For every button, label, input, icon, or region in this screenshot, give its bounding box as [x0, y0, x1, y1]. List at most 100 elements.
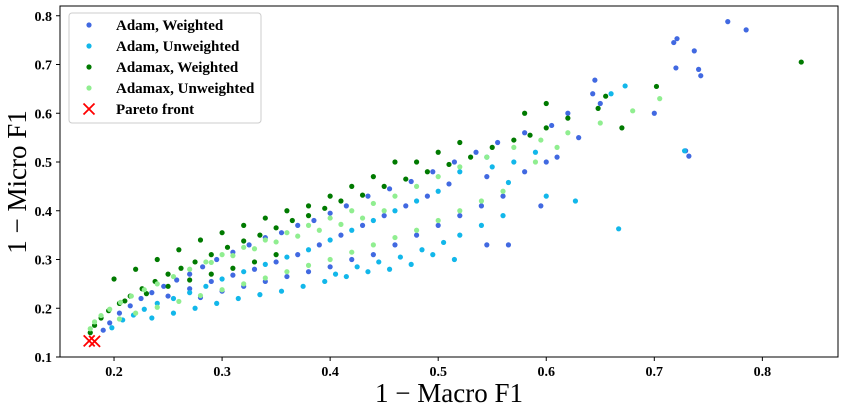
data-point: [178, 265, 184, 271]
data-point: [165, 271, 171, 277]
data-point: [273, 259, 279, 265]
data-point: [197, 237, 204, 243]
data-point: [262, 261, 268, 267]
data-point: [208, 278, 214, 285]
data-point: [187, 277, 193, 283]
data-point: [435, 188, 441, 194]
data-point: [284, 269, 290, 275]
data-point: [349, 249, 355, 255]
data-point: [554, 154, 560, 160]
data-point: [370, 217, 376, 224]
data-point: [505, 242, 512, 248]
data-point: [327, 215, 333, 221]
legend-marker: [82, 102, 96, 116]
data-point: [451, 159, 458, 165]
data-point: [192, 305, 198, 311]
data-point: [511, 159, 517, 165]
data-point: [203, 283, 209, 289]
data-point: [419, 247, 425, 253]
data-point: [116, 310, 123, 316]
data-point: [386, 266, 393, 272]
data-point: [651, 110, 657, 116]
data-point: [590, 91, 596, 97]
data-point: [241, 269, 247, 275]
data-point: [203, 259, 209, 265]
data-point: [311, 217, 317, 224]
data-point: [603, 93, 609, 99]
data-point: [343, 273, 349, 280]
data-point: [219, 287, 225, 293]
x-axis-label: 1 − Macro F1: [375, 378, 523, 408]
data-point: [257, 292, 263, 298]
data-point: [376, 259, 382, 265]
data-point: [305, 247, 312, 253]
data-point: [133, 266, 139, 272]
data-point: [241, 222, 247, 228]
data-point: [489, 164, 495, 170]
data-point: [262, 215, 268, 221]
data-point: [549, 122, 555, 129]
data-point: [543, 193, 549, 199]
y-tick-label: 0.2: [35, 302, 53, 317]
data-point: [187, 266, 193, 272]
data-point: [473, 149, 479, 155]
legend-marker: [86, 64, 92, 70]
data-point: [107, 306, 113, 312]
data-point: [370, 242, 376, 248]
data-point: [451, 256, 458, 263]
data-point: [197, 292, 204, 299]
data-point: [543, 100, 549, 107]
data-point: [505, 179, 512, 186]
legend: Adam, Weighted Adam, Unweighted Adamax, We…: [68, 12, 262, 124]
data-point: [538, 203, 544, 209]
data-point: [91, 319, 98, 325]
data-point: [327, 210, 333, 216]
data-point: [413, 159, 420, 165]
data-point: [671, 39, 677, 46]
data-point: [349, 183, 355, 189]
data-point: [214, 300, 220, 306]
data-point: [616, 226, 622, 232]
data-point: [365, 269, 371, 275]
data-point: [154, 256, 160, 263]
legend-box: [68, 12, 262, 124]
data-point: [219, 252, 225, 258]
data-point: [489, 144, 495, 150]
data-point: [522, 110, 528, 116]
data-point: [381, 213, 387, 219]
data-point: [109, 325, 115, 331]
data-point: [622, 83, 628, 89]
data-point: [165, 293, 171, 299]
data-point: [133, 310, 139, 316]
data-point: [338, 221, 344, 227]
data-point: [413, 198, 420, 204]
data-point: [230, 265, 236, 271]
data-point: [543, 125, 549, 131]
data-point: [725, 19, 731, 25]
y-tick-label: 0.7: [35, 59, 53, 74]
data-point: [457, 213, 463, 219]
data-point: [522, 169, 528, 175]
data-point: [251, 266, 258, 272]
data-point: [500, 193, 506, 199]
data-point: [174, 277, 180, 283]
data-point: [365, 193, 371, 199]
legend-label: Pareto front: [116, 102, 194, 118]
data-point: [430, 169, 436, 175]
data-point: [192, 259, 198, 265]
data-point: [696, 66, 702, 72]
data-point: [273, 225, 279, 231]
data-point: [619, 125, 625, 131]
data-point: [284, 230, 290, 236]
series-0: [100, 19, 749, 333]
data-point: [597, 120, 603, 126]
data-point: [278, 288, 285, 294]
data-point: [359, 215, 366, 221]
data-point: [484, 174, 490, 180]
data-point: [630, 108, 636, 114]
data-point: [595, 105, 601, 111]
series-3: [87, 96, 663, 332]
pareto-point: [88, 335, 101, 348]
data-point: [141, 287, 147, 293]
